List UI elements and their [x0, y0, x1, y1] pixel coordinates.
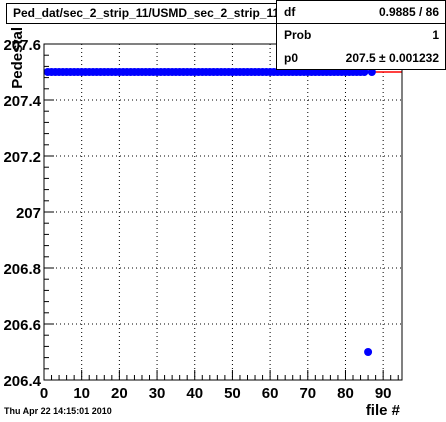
chart-title: Ped_dat/sec_2_strip_11/USMD_sec_2_strip_… [6, 3, 312, 24]
x-tick-label: 70 [299, 385, 316, 402]
y-tick-label: 206.8 [3, 261, 41, 278]
x-tick-label: 40 [186, 385, 203, 402]
x-tick-labels: 0 10 20 30 40 50 60 70 80 90 [40, 385, 392, 402]
stats-value: 1 [432, 28, 439, 42]
y-tick-label: 206.4 [3, 373, 41, 390]
x-axis-label: file # [365, 402, 400, 419]
y-tick-label: 207.6 [3, 37, 41, 54]
x-tick-label: 80 [337, 385, 354, 402]
x-tick-label: 30 [149, 385, 166, 402]
data-point [360, 68, 369, 76]
stats-key: Prob [284, 28, 312, 42]
data-point [364, 348, 373, 356]
stats-key: df [284, 5, 296, 19]
x-tick-label: 0 [40, 385, 48, 402]
timestamp: Thu Apr 22 14:15:01 2010 [4, 406, 112, 416]
stats-row-prob: Prob 1 [277, 24, 445, 46]
points-layer [43, 68, 376, 356]
y-axis-label: Pedestal [9, 27, 26, 89]
stats-divider [277, 23, 445, 24]
grid-layer [44, 44, 402, 380]
y-tick-labels: 206.4 206.6 206.8 207 207.2 207.4 207.6 [3, 37, 41, 390]
y-tick-label: 207.2 [3, 149, 41, 166]
stats-box: df 0.9885 / 86 Prob 1 p0 207.5 ± 0.00123… [276, 0, 446, 70]
stats-row-df: df 0.9885 / 86 [277, 1, 445, 23]
y-tick-label: 206.6 [3, 317, 41, 334]
stats-value: 0.9885 / 86 [378, 5, 439, 19]
x-tick-label: 50 [224, 385, 241, 402]
x-tick-label: 10 [73, 385, 90, 402]
ticks-layer [43, 43, 399, 381]
x-tick-label: 90 [375, 385, 392, 402]
x-tick-label: 20 [111, 385, 128, 402]
stats-key: p0 [284, 51, 299, 65]
y-tick-label: 207 [16, 205, 41, 222]
data-point [367, 68, 376, 76]
x-tick-label: 60 [262, 385, 279, 402]
stats-row-p0: p0 207.5 ± 0.001232 [277, 47, 445, 69]
y-tick-label: 207.4 [3, 93, 41, 110]
stats-value: 207.5 ± 0.001232 [345, 51, 439, 65]
